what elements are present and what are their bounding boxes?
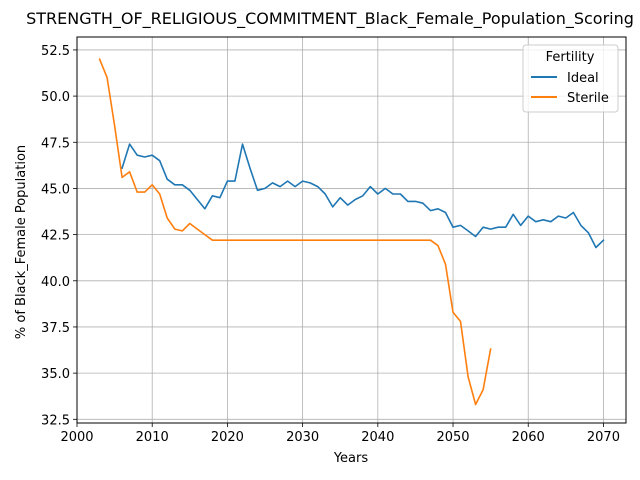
legend-label-sterile: Sterile — [567, 91, 609, 106]
x-tick-label: 2010 — [136, 430, 169, 445]
x-tick-label: 2070 — [587, 430, 620, 445]
y-tick-label: 52.5 — [41, 44, 70, 59]
y-tick-label: 40.0 — [41, 275, 70, 290]
x-axis: 2000 2010 2020 2030 2040 2050 2060 2070 — [60, 423, 620, 445]
y-tick-label: 42.5 — [41, 229, 70, 244]
y-tick-label: 45.0 — [41, 182, 70, 197]
y-tick-label: 37.5 — [41, 321, 70, 336]
y-tick-label: 50.0 — [41, 90, 70, 105]
legend-box — [522, 44, 619, 113]
y-tick-label: 47.5 — [41, 136, 70, 151]
y-axis: 32.5 35.0 37.5 40.0 42.5 45.0 47.5 50.0 52.5 — [41, 44, 77, 428]
y-axis-title: % of Black_Female Population — [14, 145, 29, 339]
series-layer — [98, 58, 605, 406]
x-tick-label: 2060 — [512, 430, 545, 445]
x-axis-title: Years — [333, 451, 369, 466]
x-tick-label: 2020 — [211, 430, 244, 445]
legend: Fertility Ideal Sterile — [522, 44, 619, 113]
x-tick-label: 2000 — [60, 430, 93, 445]
plot-frame — [76, 36, 627, 424]
y-tick-label: 35.0 — [41, 367, 70, 382]
y-tick-label: 32.5 — [41, 413, 70, 428]
legend-label-ideal: Ideal — [567, 71, 599, 86]
x-tick-label: 2040 — [361, 430, 394, 445]
legend-title: Fertility — [546, 50, 595, 65]
series-line-sterile — [98, 58, 492, 406]
chart-title: STRENGTH_OF_RELIGIOUS_COMMITMENT_Black_F… — [26, 9, 634, 29]
series-line-ideal — [121, 143, 605, 249]
x-tick-label: 2030 — [286, 430, 319, 445]
x-tick-label: 2050 — [436, 430, 469, 445]
